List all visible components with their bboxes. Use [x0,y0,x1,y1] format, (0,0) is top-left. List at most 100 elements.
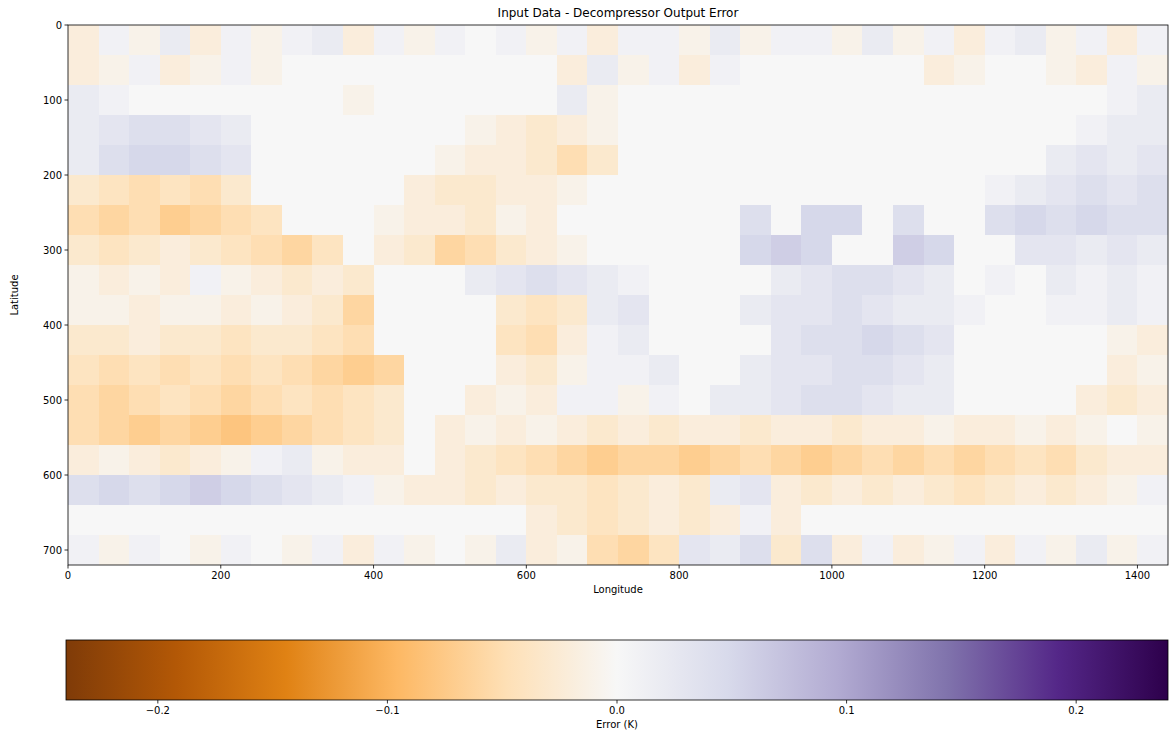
colorbar-tick [617,700,618,704]
cell [862,325,893,356]
cell [740,115,771,146]
cell [801,265,832,296]
cell [893,205,924,236]
cell [129,355,160,386]
cell [343,55,374,86]
cell [985,415,1016,446]
cell [99,235,130,266]
cell [526,535,557,565]
cell [1107,385,1138,416]
cell [190,265,221,296]
cell [435,25,466,56]
cell [190,535,221,565]
cell [1076,145,1107,176]
cell [312,475,343,506]
cell [924,175,955,206]
cell [374,295,405,326]
cell [679,295,710,326]
cell [68,25,99,56]
cell [129,55,160,86]
cell [893,115,924,146]
cell [862,235,893,266]
cell [710,55,741,86]
cell [221,505,252,536]
cell [1137,325,1168,356]
cell [221,325,252,356]
cell [954,235,985,266]
cell [587,25,618,56]
cell [679,115,710,146]
cell [557,115,588,146]
cell [404,325,435,356]
colorbar-tick [846,700,847,704]
cell [99,535,130,565]
cell [771,355,802,386]
cell [190,145,221,176]
cell [1137,205,1168,236]
cell [68,325,99,356]
y-tick [65,400,69,401]
cell [618,325,649,356]
cell [496,445,527,476]
cell [862,265,893,296]
cell [862,535,893,565]
cell [771,205,802,236]
cell [526,235,557,266]
cell [465,55,496,86]
cell [160,235,191,266]
cell [404,355,435,386]
cell [1076,55,1107,86]
cell [374,265,405,296]
cell [68,535,99,565]
cell [1137,85,1168,116]
cell [435,295,466,326]
cell [221,115,252,146]
cell [160,145,191,176]
cell [1076,205,1107,236]
cell [435,205,466,236]
cell [312,55,343,86]
cell [893,385,924,416]
cell [526,265,557,296]
cell [496,355,527,386]
cell [649,175,680,206]
cell [496,85,527,116]
cell [557,145,588,176]
cell [496,55,527,86]
cell [618,385,649,416]
cell [496,295,527,326]
cell [587,145,618,176]
cell [496,25,527,56]
cell [1015,85,1046,116]
cell [924,415,955,446]
cell [740,145,771,176]
cell [924,355,955,386]
cell [160,415,191,446]
y-tick [65,175,69,176]
cell [1015,415,1046,446]
y-axis-title: Latitude [9,274,20,315]
cell [771,475,802,506]
cell [893,415,924,446]
cell [129,25,160,56]
cell [1107,265,1138,296]
cell [465,505,496,536]
cell [526,325,557,356]
cell [312,445,343,476]
cell [526,355,557,386]
cell [679,385,710,416]
cell [557,355,588,386]
cell [1137,445,1168,476]
cell [465,115,496,146]
cell [282,385,313,416]
colorbar-tick-label: −0.1 [375,705,399,716]
cell [954,145,985,176]
cell [343,175,374,206]
cell [526,445,557,476]
cell [587,235,618,266]
cell [649,475,680,506]
cell [771,325,802,356]
cell [1046,115,1077,146]
cell [862,205,893,236]
cell [99,205,130,236]
